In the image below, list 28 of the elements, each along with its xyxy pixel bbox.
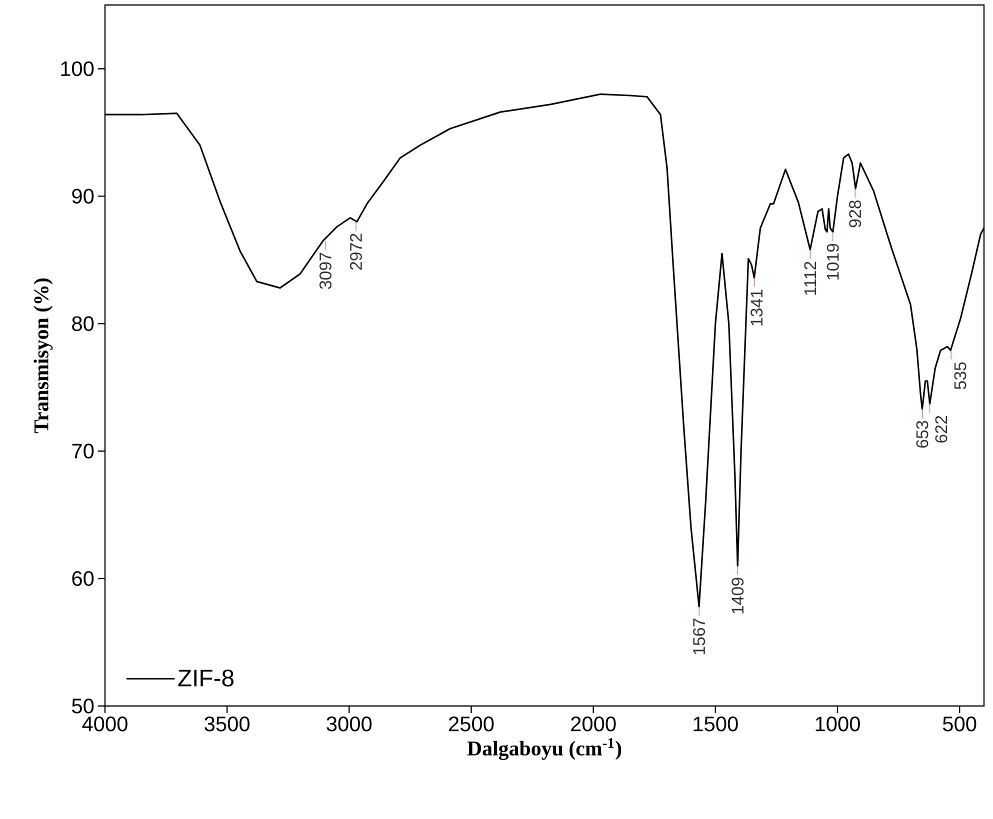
x-tick-label: 500 [942,716,976,732]
x-axis-title: Dalgaboyu (cm$^{-1}$) [467,738,622,760]
y-axis-title: Transmisyon (%) [34,278,53,434]
annotation: 1409 [732,578,744,614]
legend-label: ZIF-8 [178,670,234,687]
annotation: 928 [849,200,862,228]
x-tick-label: 4000 [82,716,128,732]
x-tick-label: 1500 [694,716,738,732]
y-tick-label: 60 [72,571,94,586]
annotation: 622 [935,416,948,443]
y-tick-label: 100 [61,61,94,76]
y-tick-label: 70 [72,444,94,458]
y-tick-label: 90 [72,188,94,204]
annotation: 2972 [350,234,362,270]
x-tick-label: 3500 [204,716,250,732]
x-tick-label: 2500 [449,716,494,732]
annotation: 653 [916,420,928,448]
annotation: 535 [954,362,966,390]
annotation: 1341 [750,290,763,326]
x-tick-label: 1000 [816,716,860,732]
annotation: 1112 [804,262,816,295]
y-tick-label: 50 [72,698,94,714]
y-tick-label: 80 [72,316,94,332]
annotation: 1019 [826,244,839,280]
annotation: 3097 [319,252,332,290]
x-tick-label: 2000 [571,716,616,732]
x-tick-label: 3000 [326,716,372,732]
annotation: 1567 [693,618,706,654]
